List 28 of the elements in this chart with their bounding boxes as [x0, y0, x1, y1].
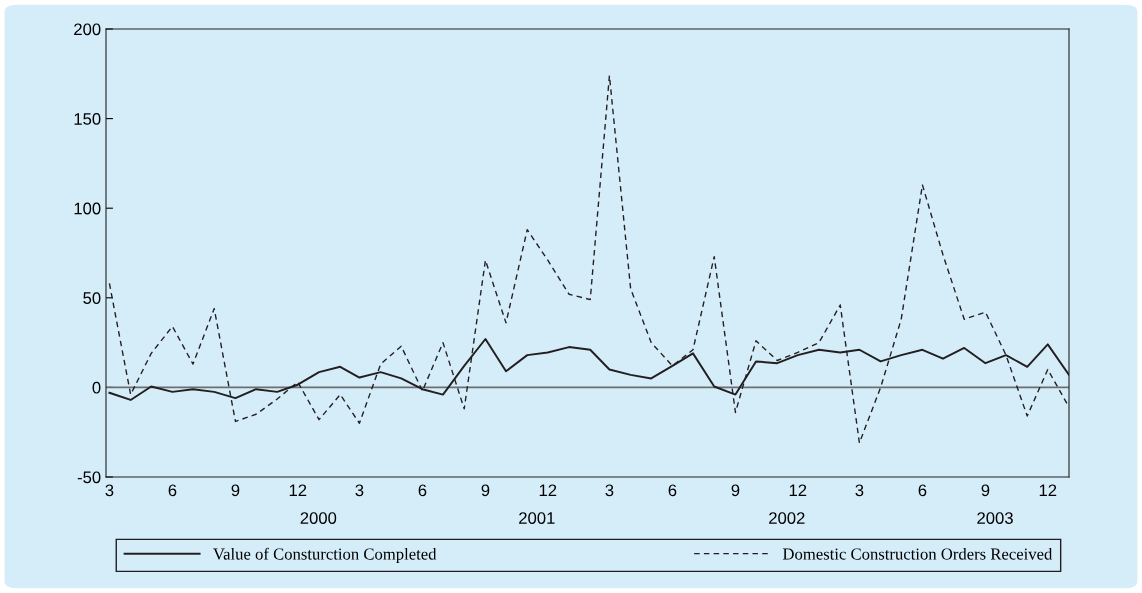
x-tick-label: 6	[168, 484, 177, 497]
x-tick-label: 3	[105, 484, 114, 497]
x-tick-label: 9	[981, 484, 990, 497]
x-tick-label: 12	[789, 484, 807, 497]
x-tick-label: 12	[539, 484, 557, 497]
x-tick-label: 3	[855, 484, 864, 497]
x-tick-label: 6	[918, 484, 927, 497]
x-tick-label: 3	[605, 484, 614, 497]
y-tick-label: 0	[92, 381, 101, 394]
x-tick-label: 9	[731, 484, 740, 497]
y-tick-label: 150	[74, 113, 101, 125]
x2-tick-label: 2000	[300, 512, 337, 524]
x2-tick-label: 2001	[519, 512, 555, 524]
y-tick-label: -50	[77, 471, 101, 484]
legend-label: Domestic Construction Orders Received	[782, 547, 1053, 560]
y-tick-label: 50	[83, 292, 101, 304]
y-tick-label: 100	[74, 202, 101, 215]
x-tick-label: 6	[668, 484, 677, 497]
x-tick-label: 9	[231, 484, 240, 497]
x2-tick-label: 2002	[769, 512, 805, 524]
x-tick-label: 6	[418, 484, 427, 497]
y-tick-label: 200	[74, 23, 101, 36]
legend-label: Value of Consturction Completed	[213, 547, 437, 564]
x-tick-label: 12	[289, 484, 307, 497]
x-tick-label: 9	[481, 484, 490, 497]
x-tick-label: 3	[355, 484, 364, 497]
x2-tick-label: 2003	[977, 512, 1013, 524]
x-tick-label: 12	[1039, 484, 1057, 497]
